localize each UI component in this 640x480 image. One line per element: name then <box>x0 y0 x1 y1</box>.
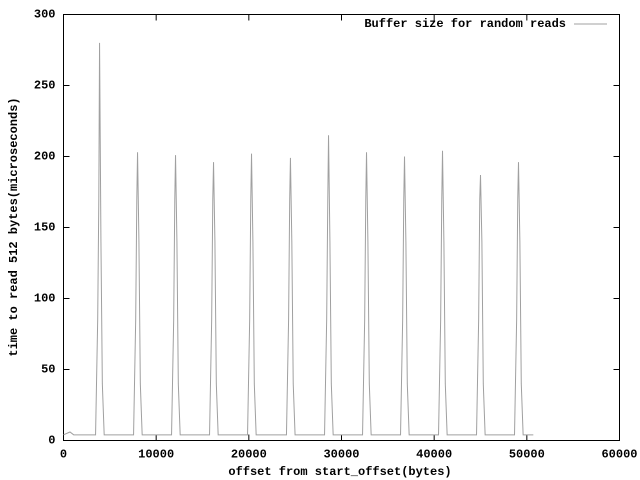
y-tick-label: 0 <box>48 434 55 448</box>
y-axis-label: time to read 512 bytes(microseconds) <box>7 97 21 356</box>
y-tick-label: 50 <box>41 363 55 377</box>
x-tick-label: 50000 <box>509 448 545 462</box>
legend-label: Buffer size for random reads <box>364 17 566 31</box>
x-tick-label: 0 <box>60 448 67 462</box>
y-tick-label: 200 <box>34 150 56 164</box>
plot-border <box>63 14 620 441</box>
x-tick-label: 20000 <box>231 448 267 462</box>
y-tick-label: 300 <box>34 8 56 22</box>
y-tick-label: 250 <box>34 79 56 93</box>
data-line <box>63 42 534 436</box>
y-tick-label: 100 <box>34 292 56 306</box>
y-tick-label: 150 <box>34 221 56 235</box>
x-tick-label: 10000 <box>138 448 174 462</box>
x-axis-label: offset from start_offset(bytes) <box>228 465 451 479</box>
x-tick-label: 40000 <box>416 448 452 462</box>
x-tick-label: 30000 <box>323 448 359 462</box>
x-tick-label: 60000 <box>601 448 637 462</box>
